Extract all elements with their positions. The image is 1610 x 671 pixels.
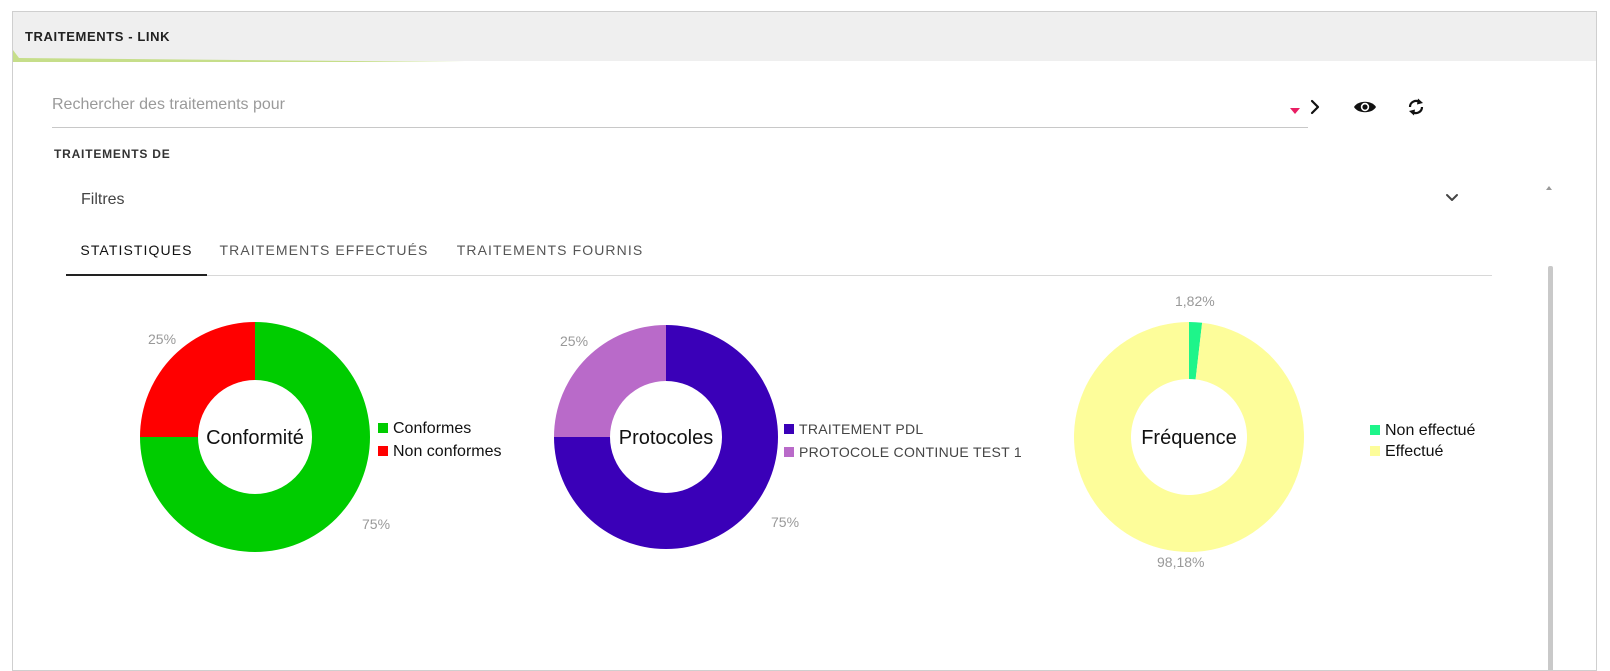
eye-icon <box>1354 101 1376 113</box>
chart1-legend-label-2[interactable]: Non conformes <box>393 443 502 460</box>
chart3-legend-label-1[interactable]: Non effectué <box>1385 422 1476 439</box>
chart1-slice-2[interactable] <box>140 322 255 437</box>
panel-title: TRAITEMENTS - LINK <box>25 29 171 44</box>
charts-area: Conformité 25% 75% Conformes Non conformes Pr… <box>140 293 1476 570</box>
chart1-legend-swatch-1[interactable] <box>378 423 388 433</box>
chart1-title: Conformité <box>206 427 304 449</box>
chart2-percent-label-2: 25% <box>560 333 588 349</box>
scrollbar-thumb[interactable] <box>1548 266 1553 670</box>
chart1-legend-label-1[interactable]: Conformes <box>393 420 471 437</box>
view-button[interactable] <box>1349 91 1381 123</box>
chevron-down-icon[interactable] <box>1444 189 1460 205</box>
chart2-legend-label-1[interactable]: TRAITEMENT PDL <box>799 421 924 437</box>
panel-header: TRAITEMENTS - LINK <box>13 12 1596 62</box>
chart2-slice-2[interactable] <box>554 325 666 437</box>
header-accent <box>13 50 465 62</box>
chevron-right-icon <box>1310 99 1320 115</box>
chart1-percent-label-2: 25% <box>148 331 176 347</box>
scroll-up-arrow[interactable] <box>1546 186 1552 190</box>
chart3-percent-label-1: 1,82% <box>1175 293 1215 309</box>
filters-label: Filtres <box>81 191 125 208</box>
chart3-slice-2[interactable] <box>1074 322 1305 552</box>
chart3-slice-1[interactable] <box>1189 322 1203 380</box>
refresh-button[interactable] <box>1400 91 1432 123</box>
tab-statistiques[interactable]: STATISTIQUES <box>66 234 207 276</box>
refresh-icon <box>1408 98 1424 116</box>
chart1-percent-label-1: 75% <box>362 516 390 532</box>
tab-traitements-fournis[interactable]: TRAITEMENTS FOURNIS <box>456 242 644 258</box>
chart3-title: Fréquence <box>1141 427 1237 449</box>
treatments-panel: TRAITEMENTS - LINK TRAITEMENTS DE Filtre… <box>12 11 1597 671</box>
chart1-slice-1[interactable] <box>140 322 370 552</box>
chart2-slice-1[interactable] <box>554 325 778 549</box>
chart3-percent-label-2: 98,18% <box>1157 554 1204 570</box>
chart2-legend-label-2[interactable]: PROTOCOLE CONTINUE TEST 1 <box>799 444 1022 460</box>
chart2-legend-swatch-2[interactable] <box>784 447 794 457</box>
chart2-legend-swatch-1[interactable] <box>784 424 794 434</box>
search-field[interactable] <box>52 86 1308 128</box>
dropdown-caret-icon[interactable] <box>1290 108 1300 114</box>
filters-expander[interactable]: Filtres <box>66 180 1488 220</box>
chart1-legend-swatch-2[interactable] <box>378 446 388 456</box>
chart3-legend-swatch-1[interactable] <box>1370 425 1380 435</box>
chart3-legend-label-2[interactable]: Effectué <box>1385 443 1444 460</box>
tab-traitements-effectues[interactable]: TRAITEMENTS EFFECTUÉS <box>219 242 429 258</box>
chart2-title: Protocoles <box>619 427 714 449</box>
chart3-legend-swatch-2[interactable] <box>1370 446 1380 456</box>
next-button[interactable] <box>1299 91 1331 123</box>
tab-bar: STATISTIQUES TRAITEMENTS EFFECTUÉS TRAIT… <box>66 234 1492 276</box>
section-label: TRAITEMENTS DE <box>54 147 171 161</box>
search-input[interactable] <box>52 90 1232 120</box>
chart2-percent-label-1: 75% <box>771 514 799 530</box>
